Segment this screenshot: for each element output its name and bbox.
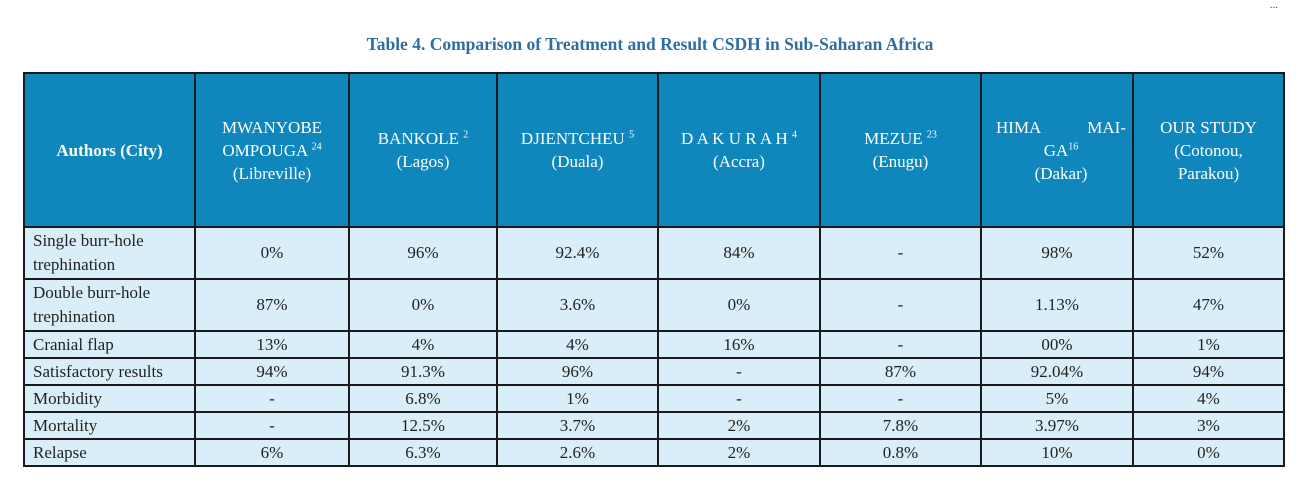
comparison-table: Authors (City) MWANYOBE OMPOUGA 24 (Libr…: [23, 72, 1285, 467]
header-bankole-name: BANKOLE: [377, 129, 459, 148]
table-cell: 0%: [194, 226, 350, 280]
table-row-double-burr-hole: Double burr-hole trephination 87% 0% 3.6…: [23, 278, 1285, 332]
table-cell: 13%: [194, 330, 350, 359]
table-cell: 94%: [194, 357, 350, 386]
table-row-relapse: Relapse 6% 6.3% 2.6% 2% 0.8% 10% 0%: [23, 438, 1285, 467]
header-djientcheu-name: DJIENTCHEU: [520, 129, 625, 148]
table-cell: 91.3%: [348, 357, 498, 386]
table-cell: 4%: [348, 330, 498, 359]
row-label: Satisfactory results: [23, 357, 196, 386]
header-djientcheu-city: (Duala): [551, 152, 604, 171]
table-cell: 0.8%: [819, 438, 982, 467]
table-cell: -: [657, 357, 821, 386]
header-hima-line2: GA: [1043, 140, 1069, 160]
table-cell: 5%: [980, 384, 1134, 413]
header-authors-city: Authors (City): [23, 72, 196, 228]
header-dakurah-city: (Accra): [713, 152, 765, 171]
table-cell: -: [194, 384, 350, 413]
header-bankole: BANKOLE 2 (Lagos): [348, 72, 498, 228]
header-hima-line1: HIMA MAI-: [996, 117, 1126, 137]
table-row-mortality: Mortality - 12.5% 3.7% 2% 7.8% 3.97% 3%: [23, 411, 1285, 440]
table-cell: -: [819, 384, 982, 413]
table-cell: 3.97%: [980, 411, 1134, 440]
table-cell: 2%: [657, 438, 821, 467]
page-corner-mark: ...: [1269, 0, 1278, 11]
header-bankole-ref: 2: [463, 129, 469, 141]
header-mezue-name: MEZUE: [864, 129, 923, 148]
header-mezue-ref: 23: [926, 129, 937, 141]
table-cell: 94%: [1132, 357, 1285, 386]
table-cell: -: [819, 226, 982, 280]
table-cell: 00%: [980, 330, 1134, 359]
table-cell: 52%: [1132, 226, 1285, 280]
table-cell: 4%: [496, 330, 659, 359]
table-cell: 0%: [1132, 438, 1285, 467]
table-cell: 0%: [348, 278, 498, 332]
row-label: Mortality: [23, 411, 196, 440]
table-cell: -: [819, 330, 982, 359]
header-our-study-line3: Parakou): [1177, 163, 1240, 183]
table-cell: 96%: [348, 226, 498, 280]
table-cell: 3%: [1132, 411, 1285, 440]
table-cell: 1%: [1132, 330, 1285, 359]
header-djientcheu-ref: 5: [629, 129, 635, 141]
table-cell: 92.04%: [980, 357, 1134, 386]
header-dakurah-ref: 4: [792, 129, 797, 141]
table-row-single-burr-hole: Single burr-hole trephination 0% 96% 92.…: [23, 226, 1285, 280]
table-cell: 1.13%: [980, 278, 1134, 332]
table-cell: 12.5%: [348, 411, 498, 440]
header-mwanyobe-line1: MWANYOBE: [221, 117, 323, 137]
header-mwanyobe-city: (Libreville): [232, 163, 312, 183]
header-djientcheu: DJIENTCHEU 5 (Duala): [496, 72, 659, 228]
table-row-satisfactory-results: Satisfactory results 94% 91.3% 96% - 87%…: [23, 357, 1285, 386]
table-cell: 87%: [819, 357, 982, 386]
table-cell: 96%: [496, 357, 659, 386]
table-cell: 98%: [980, 226, 1134, 280]
table-row-cranial-flap: Cranial flap 13% 4% 4% 16% - 00% 1%: [23, 330, 1285, 359]
row-label: Cranial flap: [23, 330, 196, 359]
row-label: Double burr-hole trephination: [23, 278, 196, 332]
header-hima: HIMA MAI- GA16 (Dakar): [980, 72, 1134, 228]
table-cell: 6.8%: [348, 384, 498, 413]
table-cell: 87%: [194, 278, 350, 332]
header-our-study: OUR STUDY (Cotonou, Parakou): [1132, 72, 1285, 228]
header-mwanyobe-line2: OMPOUGA: [222, 140, 308, 160]
table-cell: 1%: [496, 384, 659, 413]
header-mezue-city: (Enugu): [872, 152, 929, 171]
header-row: Authors (City) MWANYOBE OMPOUGA 24 (Libr…: [23, 72, 1285, 228]
table-row-morbidity: Morbidity - 6.8% 1% - - 5% 4%: [23, 384, 1285, 413]
table-cell: 47%: [1132, 278, 1285, 332]
header-mwanyobe-ref: 24: [311, 140, 322, 152]
table-cell: 7.8%: [819, 411, 982, 440]
row-label: Relapse: [23, 438, 196, 467]
table-cell: 6.3%: [348, 438, 498, 467]
table-cell: -: [194, 411, 350, 440]
header-our-study-line1: OUR STUDY: [1160, 117, 1257, 137]
row-label: Morbidity: [23, 384, 196, 413]
table-cell: 10%: [980, 438, 1134, 467]
header-dakurah: D A K U R A H 4 (Accra): [657, 72, 821, 228]
table-cell: 6%: [194, 438, 350, 467]
table-cell: -: [657, 384, 821, 413]
row-label: Single burr-hole trephination: [23, 226, 196, 280]
table-cell: 84%: [657, 226, 821, 280]
table-cell: 3.6%: [496, 278, 659, 332]
table-cell: 3.7%: [496, 411, 659, 440]
header-hima-city: (Dakar): [1034, 163, 1088, 183]
header-mwanyobe: MWANYOBE OMPOUGA 24 (Libreville): [194, 72, 350, 228]
table-cell: -: [819, 278, 982, 332]
table-cell: 92.4%: [496, 226, 659, 280]
table-cell: 2%: [657, 411, 821, 440]
header-hima-ref: 16: [1068, 140, 1079, 152]
header-bankole-city: (Lagos): [396, 152, 450, 171]
header-mezue: MEZUE 23 (Enugu): [819, 72, 982, 228]
table-cell: 4%: [1132, 384, 1285, 413]
header-our-study-line2: (Cotonou,: [1174, 140, 1243, 160]
table-title: Table 4. Comparison of Treatment and Res…: [366, 34, 934, 54]
table-cell: 2.6%: [496, 438, 659, 467]
table-cell: 0%: [657, 278, 821, 332]
header-dakurah-name: D A K U R A H: [681, 129, 788, 148]
table-cell: 16%: [657, 330, 821, 359]
